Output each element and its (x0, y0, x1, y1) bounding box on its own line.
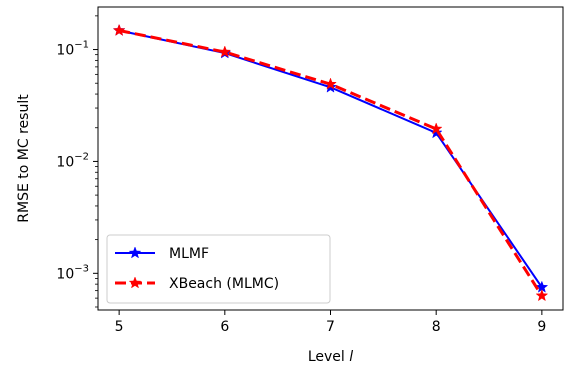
series-xbeach-mlmc (112, 23, 549, 302)
legend-marker (128, 276, 142, 289)
data-point (218, 45, 232, 58)
series-layer (112, 23, 549, 302)
data-point (429, 122, 443, 135)
legend-marker (128, 246, 142, 259)
data-point (324, 77, 337, 90)
data-point (535, 289, 549, 302)
ticks-layer: 5 6 7 8 9 10−1 10−2 10−3 (56, 15, 546, 335)
y-tick-label: 10−2 (56, 151, 89, 170)
x-tick-label: 6 (220, 319, 229, 335)
data-point (429, 126, 443, 139)
y-tick-label: 10−1 (56, 40, 89, 59)
legend: MLMF XBeach (MLMC) (106, 234, 331, 304)
x-tick-label: 7 (326, 319, 335, 335)
x-axis-label: Level l (308, 349, 353, 365)
x-tick-label: 5 (115, 319, 124, 335)
x-tick-label: 9 (537, 319, 546, 335)
legend-box (106, 234, 331, 304)
y-axis-label: RMSE to MC result (16, 94, 32, 223)
y-tick-label: 10−3 (56, 263, 89, 282)
data-point (112, 23, 126, 36)
legend-label: XBeach (MLMC) (169, 276, 279, 292)
legend-item: MLMF (115, 246, 209, 262)
legend-label: MLMF (169, 246, 209, 262)
x-tick-label: 8 (432, 319, 441, 335)
legend-item: XBeach (MLMC) (115, 276, 279, 292)
